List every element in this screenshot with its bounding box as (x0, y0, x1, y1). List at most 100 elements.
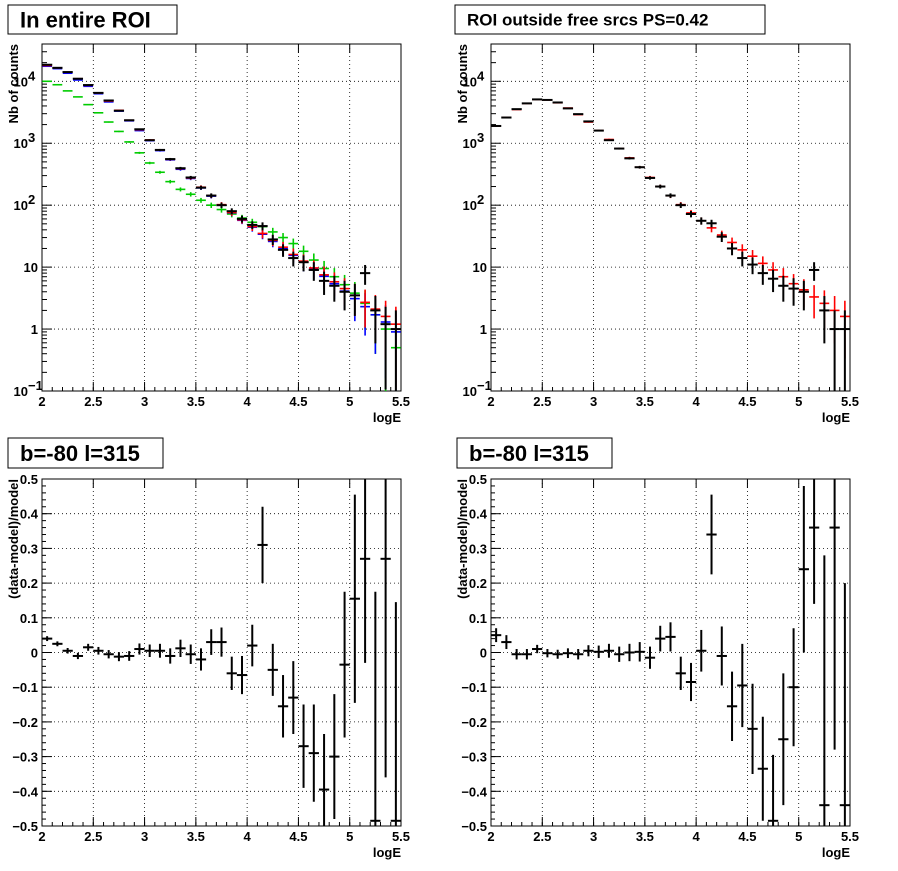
data-point (819, 296, 830, 344)
chart-title: In entire ROI (7, 4, 178, 35)
residual-point (267, 643, 278, 696)
y-tick-label: −0.4 (461, 784, 487, 799)
data-point (155, 170, 165, 174)
x-tick-label: 5.5 (841, 829, 859, 844)
data-point (583, 120, 594, 123)
data-point (809, 285, 819, 319)
y-tick-label: 10 (473, 260, 487, 275)
y-tick-exponent: 2 (477, 192, 484, 207)
data-point (42, 80, 53, 83)
x-tick-label: 3.5 (187, 394, 205, 409)
y-tick-exponent: 3 (477, 130, 484, 145)
data-point (73, 79, 83, 81)
residual-point (308, 704, 319, 802)
data-point (808, 262, 820, 281)
residual-point (767, 754, 779, 826)
data-point (288, 238, 299, 250)
data-point (144, 161, 155, 165)
series-3 (42, 63, 401, 391)
residual-point (808, 479, 820, 604)
residual-point (716, 626, 727, 686)
data-point (757, 264, 768, 285)
data-point (737, 251, 748, 267)
data-point (52, 83, 63, 86)
residual-point (62, 647, 73, 654)
residual-point (726, 671, 738, 741)
residual-point (542, 649, 553, 658)
data-point (839, 310, 850, 391)
x-tick-label: 3 (590, 829, 597, 844)
data-point (778, 275, 789, 302)
x-tick-label: 5.5 (392, 829, 410, 844)
residual-point (603, 643, 615, 658)
data-point (216, 202, 227, 209)
plot-frame (490, 43, 851, 392)
data-point (144, 139, 155, 142)
residual-point (93, 646, 104, 655)
y-tick-label: 10 (14, 384, 28, 399)
residual-point (675, 656, 686, 690)
residual-series (491, 479, 850, 826)
data-point (542, 98, 553, 101)
y-tick-label: 10 (463, 74, 477, 89)
y-tick-label: 0.2 (20, 576, 38, 591)
data-point (552, 101, 563, 104)
data-point (644, 176, 656, 180)
data-point (380, 306, 391, 390)
x-axis-label: logE (822, 410, 850, 425)
y-tick-label: 10 (14, 198, 28, 213)
data-point (103, 99, 114, 102)
data-point (103, 121, 114, 123)
residual-point (154, 643, 166, 658)
y-tick-label: 0.3 (469, 541, 487, 556)
y-tick-label: −0.2 (461, 715, 487, 730)
chart-title: b=-80 l=315 (7, 437, 164, 469)
residual-point (318, 734, 330, 826)
x-tick-label: 5 (346, 394, 353, 409)
svg-text:ROI outside free srcs PS=0.42: ROI outside free srcs PS=0.42 (467, 11, 708, 30)
y-tick-exponent: −1 (477, 378, 492, 393)
x-tick-label: 3.5 (636, 829, 654, 844)
data-point (195, 185, 207, 190)
x-tick-label: 3.5 (187, 829, 205, 844)
residual-point (665, 622, 676, 652)
residual-point (72, 652, 84, 660)
y-tick-exponent: 2 (28, 192, 35, 207)
x-axis: 2 2.5 3 3.5 4 4.5 5 5.5 (487, 44, 859, 409)
data-point (706, 219, 717, 228)
x-tick-label: 4 (244, 829, 252, 844)
residual-point (329, 694, 340, 820)
svg-text:In entire ROI: In entire ROI (20, 7, 151, 32)
data-point (113, 109, 125, 112)
y-tick-label: −0.3 (461, 750, 487, 765)
data-point (829, 310, 840, 391)
y-tick-label: 10 (463, 136, 477, 151)
x-tick-label: 5.5 (841, 394, 859, 409)
residual-point (195, 648, 207, 671)
residual-point (298, 704, 309, 788)
y-tick-label: 0.5 (469, 472, 487, 487)
residual-point (370, 591, 381, 826)
x-tick-label: 5.5 (392, 394, 410, 409)
data-point (747, 257, 758, 275)
residual-point (52, 641, 63, 647)
data-point (593, 129, 604, 132)
residual-point (390, 602, 401, 826)
y-axis-label: (data-model)/model (6, 479, 21, 599)
residual-point (83, 643, 94, 651)
residual-point (655, 625, 666, 652)
residual-point (175, 639, 186, 658)
residual-point (614, 646, 625, 662)
residual-point (737, 643, 748, 728)
panel-roi-outside: ROI outside free srcs PS=0.42 2 2.5 3 3.5 4 4.… (454, 4, 859, 425)
x-tick-label: 4 (693, 829, 701, 844)
data-point (175, 187, 186, 192)
residual-point (634, 642, 645, 662)
data-point (798, 280, 809, 311)
residual-point (573, 649, 584, 660)
residual-point (144, 644, 155, 658)
residual-point (819, 555, 830, 826)
residual-series (42, 479, 401, 826)
